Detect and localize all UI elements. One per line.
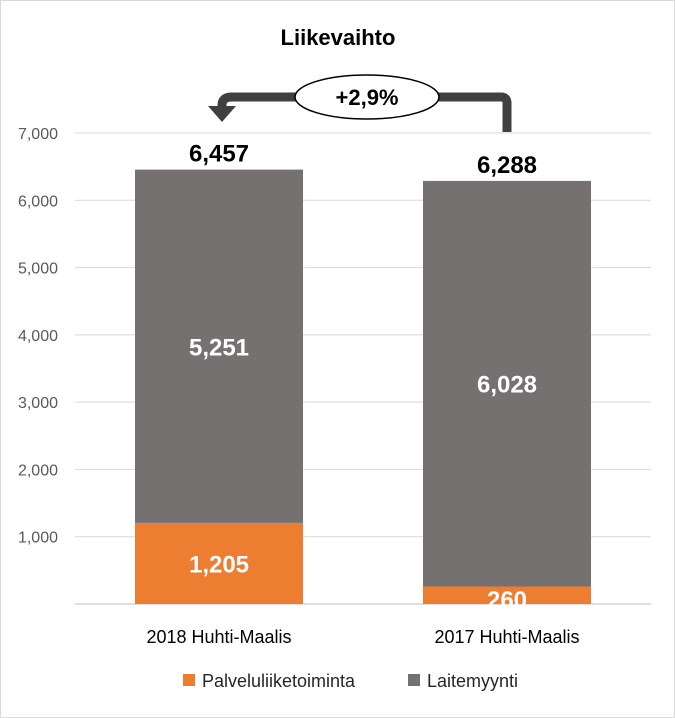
y-axis-ticks: 1,000 2,000 3,000 4,000 5,000 6,000 7,000 <box>18 126 58 547</box>
legend-swatch <box>408 674 420 686</box>
y-tick-label: 2,000 <box>18 462 58 479</box>
legend: Palveluliiketoiminta Laitemyynti <box>183 671 518 691</box>
change-arrow-head <box>208 106 236 122</box>
legend-label: Laitemyynti <box>427 671 518 691</box>
bars: 1,205 5,251 6,457 260 6,028 6,288 <box>135 141 591 614</box>
bar-segment-laitemyynti <box>135 169 303 523</box>
x-category-label: 2017 Huhti-Maalis <box>434 627 579 647</box>
legend-label: Palveluliiketoiminta <box>202 671 356 691</box>
data-label: 260 <box>487 587 527 614</box>
data-label: 6,028 <box>477 372 537 399</box>
x-axis-categories: 2018 Huhti-Maalis 2017 Huhti-Maalis <box>146 627 579 647</box>
y-tick-label: 1,000 <box>18 530 58 547</box>
data-label: 5,251 <box>189 334 249 361</box>
y-tick-label: 6,000 <box>18 193 58 210</box>
legend-swatch <box>183 674 195 686</box>
bar-segment-laitemyynti <box>423 180 591 587</box>
y-tick-label: 3,000 <box>18 395 58 412</box>
y-tick-label: 7,000 <box>18 126 58 143</box>
x-category-label: 2018 Huhti-Maalis <box>146 627 291 647</box>
change-arrow: +2,9% <box>208 74 512 132</box>
total-label: 6,288 <box>477 152 537 179</box>
change-bubble <box>294 74 440 120</box>
data-label: 1,205 <box>189 551 249 578</box>
bar-segment-palveluliiketoiminta <box>135 522 303 604</box>
change-label: +2,9% <box>336 85 399 110</box>
y-tick-label: 4,000 <box>18 328 58 345</box>
bar-segment-palveluliiketoiminta <box>423 586 591 604</box>
y-tick-label: 5,000 <box>18 261 58 278</box>
total-label: 6,457 <box>189 141 249 168</box>
chart-title: Liikevaihto <box>281 25 396 50</box>
